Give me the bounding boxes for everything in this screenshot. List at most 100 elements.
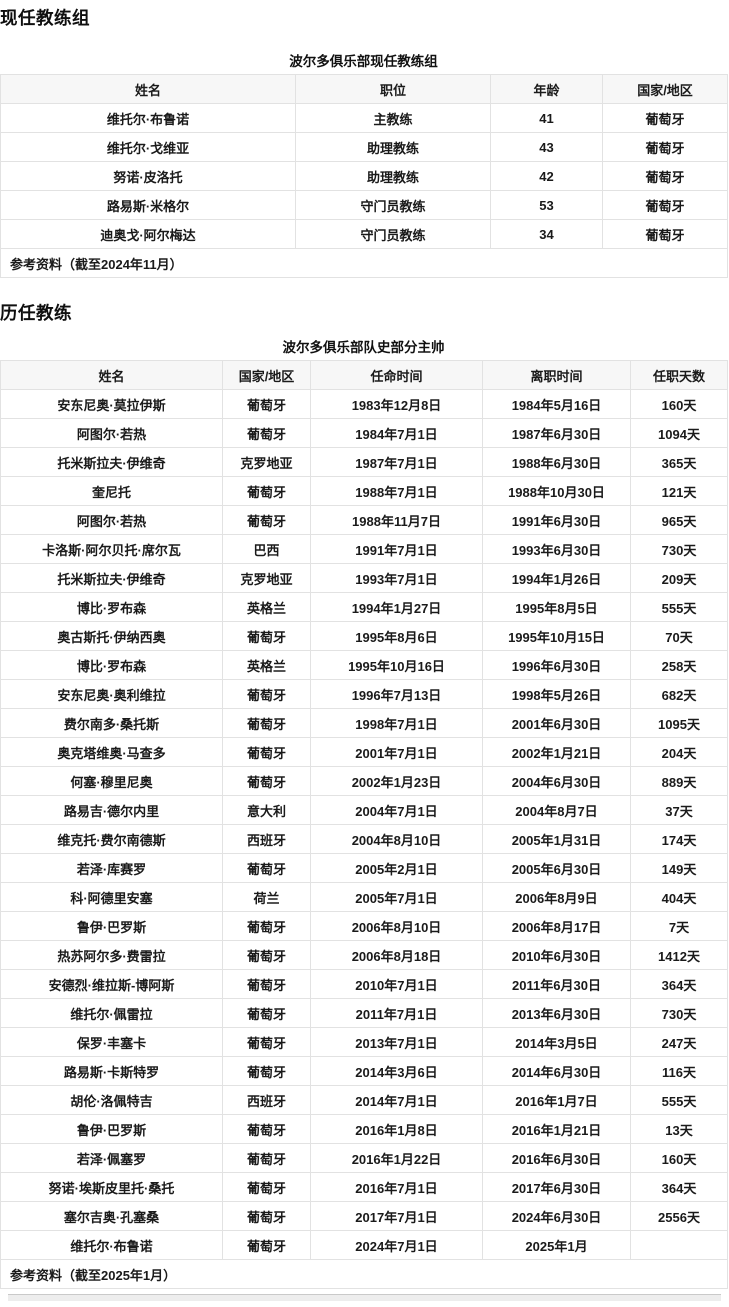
table-cell: 1988年7月1日 [310, 476, 483, 506]
table-cell: 2010年6月30日 [482, 940, 631, 970]
table-cell: 121天 [630, 476, 728, 506]
table-cell: 682天 [630, 679, 728, 709]
table-cell: 53 [490, 190, 603, 220]
table-caption-past-coaches: 波尔多俱乐部队史部分主帅 [282, 340, 445, 355]
table-row: 胡伦·洛佩特吉 西班牙 2014年7月1日 2016年1月7日 555天 [0, 1085, 728, 1115]
table-cell: 主教练 [295, 103, 491, 133]
table-cell: 维克托·费尔南德斯 [0, 824, 223, 854]
table-cell: 2016年1月21日 [482, 1114, 631, 1144]
current-coaching-staff-table: 姓名 职位 年龄 国家/地区 维托尔·布鲁诺 主教练 41 葡萄牙 维托尔·戈维亚 助理教… [0, 74, 728, 278]
table-cell: 2014年6月30日 [482, 1056, 631, 1086]
table-cell: 奥克塔维奥·马查多 [0, 737, 223, 767]
table-cell: 364天 [630, 1172, 728, 1202]
table-cell: 43 [490, 132, 603, 162]
table-cell: 2016年1月8日 [310, 1114, 483, 1144]
table-cell: 1988年10月30日 [482, 476, 631, 506]
table-cell: 葡萄牙 [222, 1027, 311, 1057]
table-cell: 149天 [630, 853, 728, 883]
table-cell: 博比·罗布森 [0, 650, 223, 680]
column-header-country: 国家/地区 [222, 360, 311, 390]
table-row: 阿图尔·若热 葡萄牙 1988年11月7日 1991年6月30日 965天 [0, 505, 728, 535]
table-row: 托米斯拉夫·伊维奇 克罗地亚 1993年7月1日 1994年1月26日 209天 [0, 563, 728, 593]
table-cell: 鲁伊·巴罗斯 [0, 1114, 223, 1144]
table-cell [630, 1230, 728, 1260]
table-row: 塞尔吉奥·孔塞桑 葡萄牙 2017年7月1日 2024年6月30日 2556天 [0, 1201, 728, 1231]
table-cell: 葡萄牙 [222, 1143, 311, 1173]
table-cell: 2001年6月30日 [482, 708, 631, 738]
table-cell: 2014年7月1日 [310, 1085, 483, 1115]
table-cell: 维托尔·佩雷拉 [0, 998, 223, 1028]
table-cell: 托米斯拉夫·伊维奇 [0, 563, 223, 593]
table-cell: 阿图尔·若热 [0, 505, 223, 535]
table-cell: 荷兰 [222, 882, 311, 912]
table-row: 奥古斯托·伊纳西奥 葡萄牙 1995年8月6日 1995年10月15日 70天 [0, 621, 728, 651]
table-row: 保罗·丰塞卡 葡萄牙 2013年7月1日 2014年3月5日 247天 [0, 1027, 728, 1057]
table-row: 迪奥戈·阿尔梅达 守门员教练 34 葡萄牙 [0, 219, 728, 249]
table-cell: 2002年1月23日 [310, 766, 483, 796]
table-cell: 维托尔·布鲁诺 [0, 1230, 223, 1260]
table-cell: 2016年6月30日 [482, 1143, 631, 1173]
table-cell: 160天 [630, 389, 728, 419]
table-cell: 若泽·库赛罗 [0, 853, 223, 883]
table-cell: 维托尔·布鲁诺 [0, 103, 296, 133]
table-cell: 2002年1月21日 [482, 737, 631, 767]
table-cell: 守门员教练 [295, 190, 491, 220]
table-cell: 2004年7月1日 [310, 795, 483, 825]
column-header-departed: 离职时间 [482, 360, 631, 390]
table-cell: 116天 [630, 1056, 728, 1086]
table-cell: 1996年6月30日 [482, 650, 631, 680]
table-row: 卡洛斯·阿尔贝托·席尔瓦 巴西 1991年7月1日 1993年6月30日 730天 [0, 534, 728, 564]
table-cell: 助理教练 [295, 161, 491, 191]
table-cell: 巴西 [222, 534, 311, 564]
table-row: 路易吉·德尔内里 意大利 2004年7月1日 2004年8月7日 37天 [0, 795, 728, 825]
table-cell: 阿图尔·若热 [0, 418, 223, 448]
table-cell: 西班牙 [222, 1085, 311, 1115]
table-row: 安东尼奥·莫拉伊斯 葡萄牙 1983年12月8日 1984年5月16日 160天 [0, 389, 728, 419]
table-cell: 1995年8月6日 [310, 621, 483, 651]
table-cell: 葡萄牙 [602, 219, 728, 249]
table-cell: 葡萄牙 [222, 1114, 311, 1144]
table-row: 费尔南多·桑托斯 葡萄牙 1998年7月1日 2001年6月30日 1095天 [0, 708, 728, 738]
table-cell: 英格兰 [222, 650, 311, 680]
table-cell: 葡萄牙 [222, 621, 311, 651]
table-cell: 维托尔·戈维亚 [0, 132, 296, 162]
table-row: 维克托·费尔南德斯 西班牙 2004年8月10日 2005年1月31日 174天 [0, 824, 728, 854]
footer-row: 参考资料（截至2025年1月） [0, 1259, 728, 1289]
table-cell: 葡萄牙 [222, 911, 311, 941]
table-row: 托米斯拉夫·伊维奇 克罗地亚 1987年7月1日 1988年6月30日 365天 [0, 447, 728, 477]
header-row: 姓名 国家/地区 任命时间 离职时间 任职天数 [0, 360, 728, 390]
table-cell: 1987年7月1日 [310, 447, 483, 477]
table-cell: 7天 [630, 911, 728, 941]
table-cell: 葡萄牙 [222, 998, 311, 1028]
table-cell: 2004年6月30日 [482, 766, 631, 796]
table-row: 努诺·埃斯皮里托·桑托 葡萄牙 2016年7月1日 2017年6月30日 364天 [0, 1172, 728, 1202]
table-cell: 1996年7月13日 [310, 679, 483, 709]
table-cell: 助理教练 [295, 132, 491, 162]
table-cell: 2017年6月30日 [482, 1172, 631, 1202]
table-row: 博比·罗布森 英格兰 1994年1月27日 1995年8月5日 555天 [0, 592, 728, 622]
table-row: 安东尼奥·奥利维拉 葡萄牙 1996年7月13日 1998年5月26日 682天 [0, 679, 728, 709]
table-cell: 1984年7月1日 [310, 418, 483, 448]
table-cell: 1995年10月16日 [310, 650, 483, 680]
table-cell: 555天 [630, 1085, 728, 1115]
table-row: 鲁伊·巴罗斯 葡萄牙 2006年8月10日 2006年8月17日 7天 [0, 911, 728, 941]
table-row: 安德烈·维拉斯-博阿斯 葡萄牙 2010年7月1日 2011年6月30日 364天 [0, 969, 728, 999]
table-cell: 2024年7月1日 [310, 1230, 483, 1260]
table-cell: 路易吉·德尔内里 [0, 795, 223, 825]
table-cell: 葡萄牙 [222, 708, 311, 738]
table-cell: 2016年7月1日 [310, 1172, 483, 1202]
table-cell: 1994年1月27日 [310, 592, 483, 622]
table-row: 维托尔·布鲁诺 葡萄牙 2024年7月1日 2025年1月 [0, 1230, 728, 1260]
table-cell: 西班牙 [222, 824, 311, 854]
table-cell: 2025年1月 [482, 1230, 631, 1260]
table-cell: 2005年7月1日 [310, 882, 483, 912]
table-cell: 965天 [630, 505, 728, 535]
table-cell: 404天 [630, 882, 728, 912]
table-row: 若泽·库赛罗 葡萄牙 2005年2月1日 2005年6月30日 149天 [0, 853, 728, 883]
table-cell: 209天 [630, 563, 728, 593]
table-cell: 2556天 [630, 1201, 728, 1231]
table-cell: 1993年6月30日 [482, 534, 631, 564]
table-cell: 1988年6月30日 [482, 447, 631, 477]
table-cell: 1991年7月1日 [310, 534, 483, 564]
table-cell: 葡萄牙 [222, 418, 311, 448]
